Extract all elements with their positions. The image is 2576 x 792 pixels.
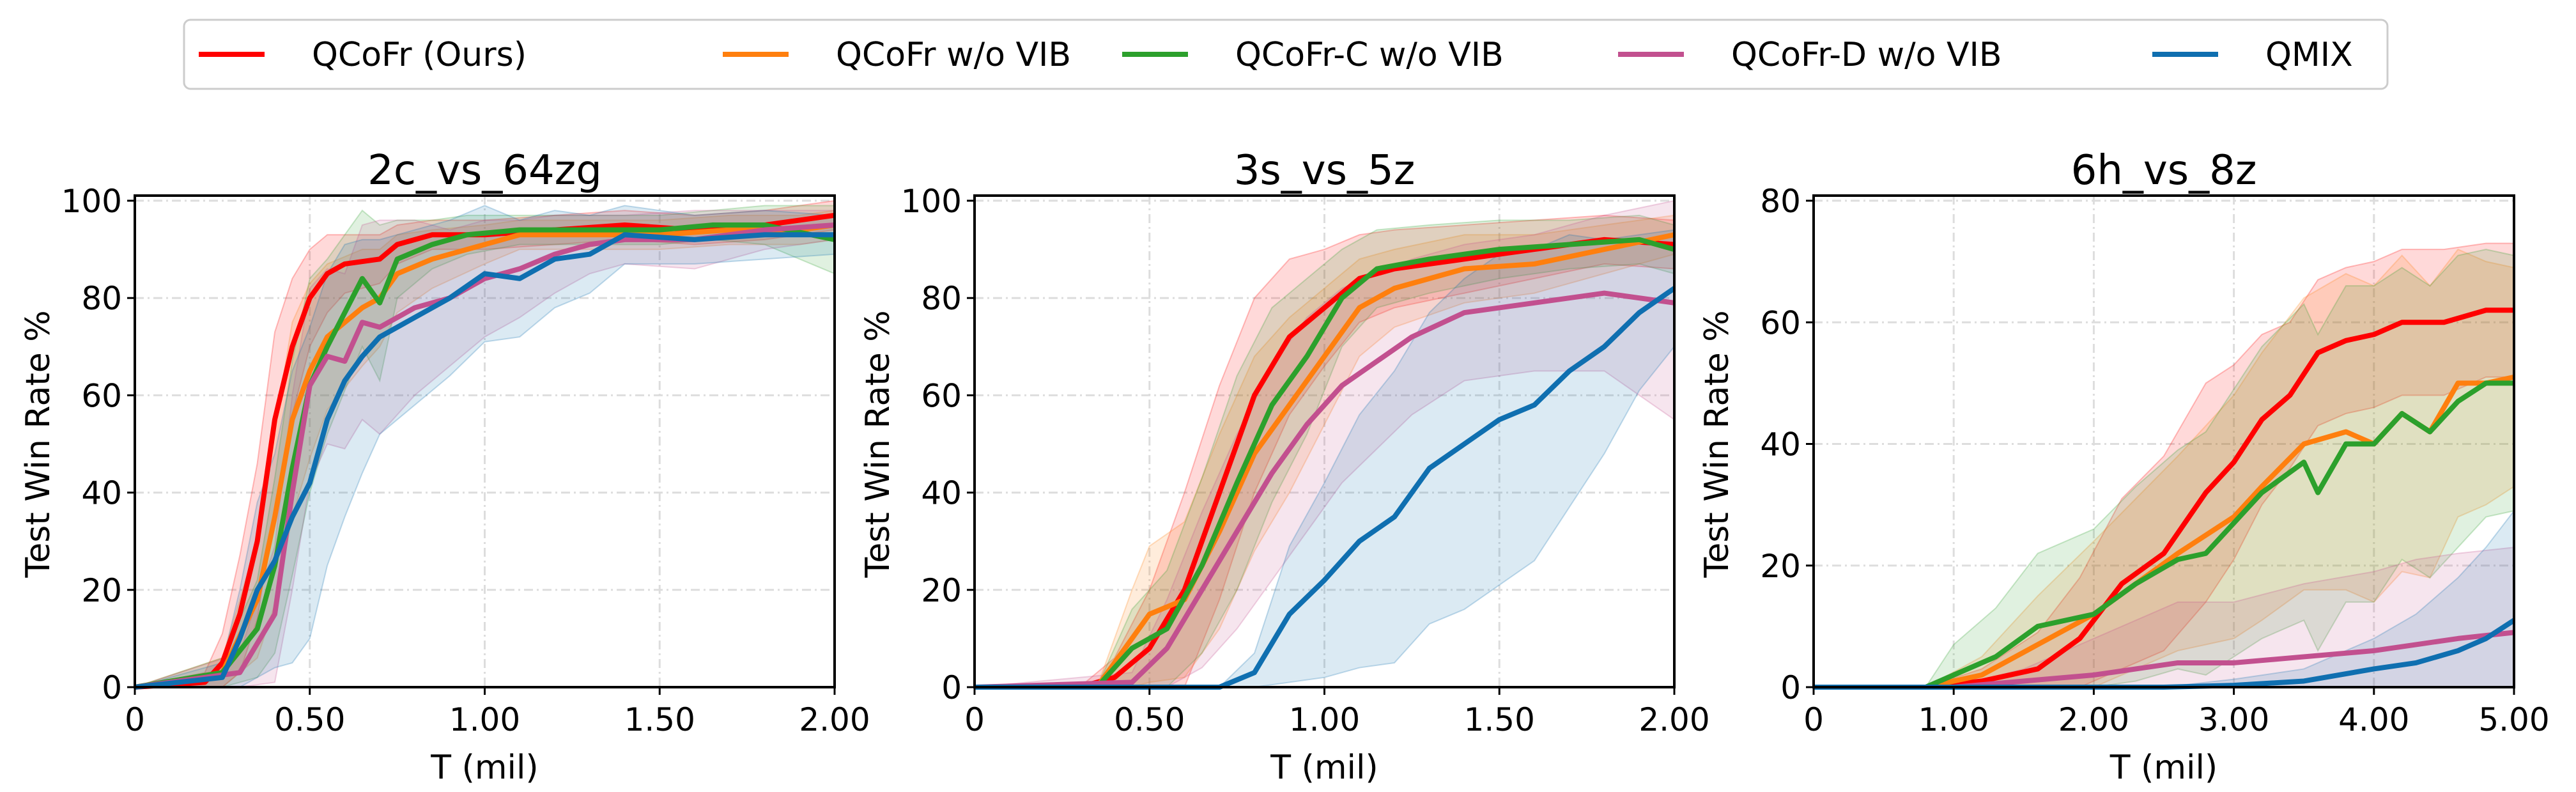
y-axis-label: Test Win Rate % bbox=[859, 310, 897, 578]
x-tick-label: 0 bbox=[964, 701, 985, 738]
y-tick-label: 60 bbox=[81, 377, 122, 414]
y-tick-label: 40 bbox=[1760, 426, 1801, 463]
y-tick-label: 60 bbox=[1760, 304, 1801, 341]
line-QCoFr (Ours) bbox=[134, 212, 835, 690]
x-tick-label: 0 bbox=[1803, 701, 1824, 738]
legend-label: QCoFr-D w/o VIB bbox=[1731, 36, 2002, 74]
x-tick-label: 0 bbox=[125, 701, 145, 738]
legend-label: QMIX bbox=[2265, 36, 2353, 74]
line-QCoFr-C w/o VIB bbox=[975, 237, 1676, 690]
y-tick-label: 40 bbox=[81, 475, 122, 512]
x-tick-label: 1.50 bbox=[1464, 701, 1535, 738]
x-tick-label: 1.00 bbox=[1918, 701, 1989, 738]
plots: 0 0.50 1.00 1.50 2.00 0 20 40 60 80 100 2c_vs_64zg T… bbox=[19, 147, 2550, 787]
x-tick-label: 4.00 bbox=[2338, 701, 2409, 738]
y-tick-label: 40 bbox=[921, 475, 962, 512]
x-tick-label: 2.00 bbox=[1639, 701, 1709, 738]
legend-entry: QCoFr-D w/o VIB bbox=[1618, 36, 2002, 74]
legend-label: QCoFr (Ours) bbox=[312, 36, 527, 74]
subplot-3s_vs_5z: 0 0.50 1.00 1.50 2.00 0 20 40 60 80 100 3s_vs_5z T (… bbox=[859, 147, 1710, 787]
line-QCoFr (Ours) bbox=[1814, 307, 2514, 690]
line-QCoFr w/o VIB bbox=[975, 232, 1675, 690]
x-tick-label: 0.50 bbox=[274, 701, 345, 738]
subplot-2c_vs_64zg: 0 0.50 1.00 1.50 2.00 0 20 40 60 80 100 2c_vs_64zg T… bbox=[19, 147, 870, 787]
x-tick-label: 2.00 bbox=[2058, 701, 2129, 738]
y-tick-label: 100 bbox=[61, 183, 122, 220]
x-tick-label: 0.50 bbox=[1114, 701, 1185, 738]
y-tick-label: 20 bbox=[921, 572, 962, 609]
y-axis-label: Test Win Rate % bbox=[19, 310, 58, 578]
x-tick-label: 1.00 bbox=[1289, 701, 1360, 738]
line-QCoFr-C w/o VIB bbox=[1814, 380, 2514, 690]
y-tick-label: 60 bbox=[921, 377, 962, 414]
x-tick-label: 1.00 bbox=[449, 701, 520, 738]
y-tick-label: 20 bbox=[81, 572, 122, 609]
y-tick-label: 80 bbox=[921, 280, 962, 317]
y-tick-label: 0 bbox=[941, 669, 962, 706]
subplot-title: 2c_vs_64zg bbox=[367, 147, 602, 194]
x-tick-label: 3.00 bbox=[2198, 701, 2269, 738]
x-tick-label: 5.00 bbox=[2478, 701, 2549, 738]
y-tick-label: 100 bbox=[901, 183, 962, 220]
subplot-title: 3s_vs_5z bbox=[1234, 147, 1415, 194]
x-axis-label: T (mil) bbox=[1270, 749, 1378, 787]
x-axis-label: T (mil) bbox=[2109, 749, 2217, 787]
subplot-6h_vs_8z: 0 1.00 2.00 3.00 4.00 5.00 0 20 40 60 80 6h_vs_8z T … bbox=[1698, 147, 2550, 787]
legend-entry: QMIX bbox=[2152, 36, 2353, 74]
x-axis-label: T (mil) bbox=[430, 749, 538, 787]
legend-entry: QCoFr-C w/o VIB bbox=[1122, 36, 1504, 74]
legend-entry: QCoFr w/o VIB bbox=[723, 36, 1071, 74]
line-QMIX bbox=[134, 232, 835, 690]
y-tick-label: 80 bbox=[1760, 183, 1801, 220]
x-tick-label: 1.50 bbox=[624, 701, 695, 738]
line-QMIX bbox=[975, 286, 1676, 690]
legend: QCoFr (Ours) QCoFr w/o VIB QCoFr-C w/o VIB… bbox=[183, 19, 2389, 90]
axes-frame bbox=[1812, 194, 2515, 688]
legend-label: QCoFr w/o VIB bbox=[836, 36, 1071, 74]
y-tick-label: 0 bbox=[102, 669, 122, 706]
line-QCoFr (Ours) bbox=[975, 237, 1675, 690]
y-axis-label: Test Win Rate % bbox=[1698, 310, 1736, 578]
y-tick-label: 0 bbox=[1780, 669, 1801, 706]
legend-frame bbox=[183, 19, 2389, 90]
line-QCoFr-C w/o VIB bbox=[134, 222, 835, 690]
line-QCoFr-D w/o VIB bbox=[134, 222, 835, 690]
legend-entry: QCoFr (Ours) bbox=[199, 36, 527, 74]
subplot-title: 6h_vs_8z bbox=[2071, 147, 2257, 194]
line-QCoFr-D w/o VIB bbox=[1814, 630, 2515, 690]
legend-label: QCoFr-C w/o VIB bbox=[1235, 36, 1504, 74]
line-QCoFr-D w/o VIB bbox=[974, 290, 1675, 690]
y-tick-label: 80 bbox=[81, 280, 122, 317]
line-QCoFr w/o VIB bbox=[1814, 374, 2515, 690]
y-tick-label: 20 bbox=[1760, 548, 1801, 585]
x-tick-label: 2.00 bbox=[799, 701, 870, 738]
